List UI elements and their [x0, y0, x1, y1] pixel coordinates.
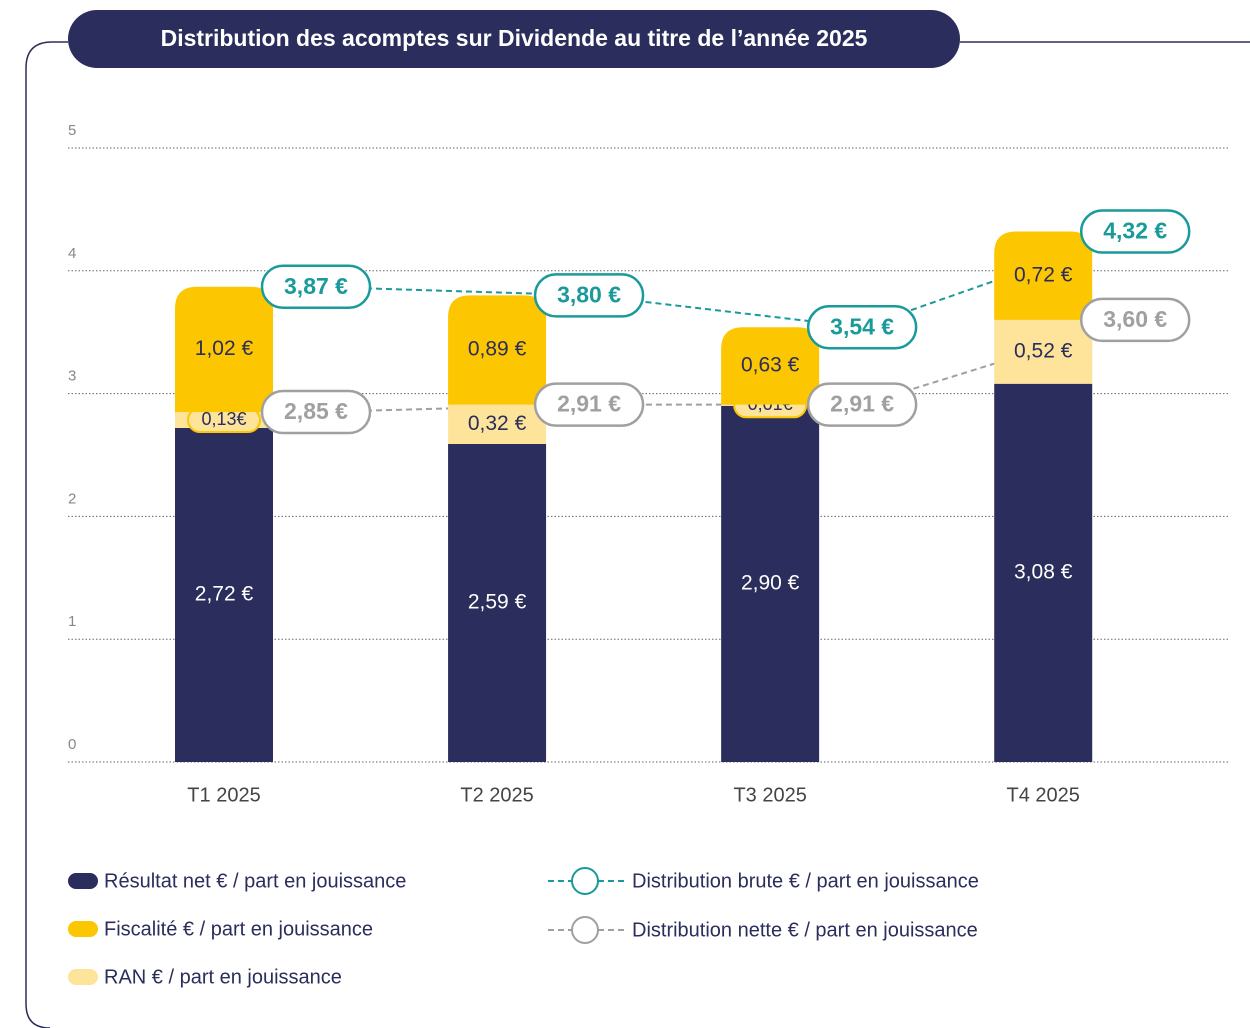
bar-segment: [994, 231, 1093, 320]
chart-title: Distribution des acomptes sur Dividende …: [161, 25, 868, 51]
y-tick-label: 0: [68, 736, 76, 753]
line-label: 2,91 €: [830, 391, 894, 417]
data-label: 1,02 €: [195, 337, 254, 360]
bar-segment: [448, 295, 547, 405]
data-label: 0,13€: [201, 409, 246, 429]
line-label: 3,54 €: [830, 313, 894, 339]
data-label: 2,72 €: [195, 583, 254, 606]
y-tick-label: 1: [68, 613, 76, 630]
legend-swatch: [68, 873, 98, 889]
line-point-label: [533, 382, 645, 427]
x-tick-label: T4 2025: [1007, 784, 1080, 806]
bar-segment: [994, 319, 1093, 384]
x-tick-label: T1 2025: [187, 784, 260, 806]
line-point-label: [260, 264, 372, 310]
legend-marker: [571, 867, 599, 895]
y-tick-label: 5: [68, 122, 76, 139]
bar-segment: [448, 443, 547, 762]
data-label: 2,90 €: [741, 571, 800, 594]
data-label: 3,08 €: [1014, 560, 1073, 583]
data-label: 0,72 €: [1014, 263, 1073, 286]
data-label: 0,32 €: [468, 412, 527, 435]
line-point-label: [1079, 209, 1191, 254]
frame: [25, 41, 1250, 1028]
data-label: 0,63 €: [741, 354, 800, 377]
data-label: 0,89 €: [468, 338, 527, 361]
line-point-label: [806, 382, 918, 427]
data-label: 0,52 €: [1014, 339, 1073, 362]
y-tick-label: 4: [68, 245, 76, 262]
line-label: 3,87 €: [284, 273, 348, 299]
line-point-label: [533, 273, 645, 318]
legend-swatch: [68, 921, 98, 937]
legend-label: Résultat net € / part en jouissance: [104, 870, 406, 892]
legend-label: Fiscalité € / part en jouissance: [104, 918, 373, 940]
x-tick-label: T3 2025: [733, 784, 806, 806]
legend-swatch: [68, 969, 98, 985]
y-tick-label: 3: [68, 368, 76, 385]
data-label: 2,59 €: [468, 591, 527, 614]
bar-segment: [994, 383, 1093, 762]
line-label: 2,91 €: [557, 391, 621, 417]
line-label: 4,32 €: [1103, 218, 1167, 244]
legend-label: RAN € / part en jouissance: [104, 966, 342, 988]
line-label: 3,80 €: [557, 281, 621, 307]
line-label: 3,60 €: [1103, 306, 1167, 332]
bar-segment: [448, 404, 547, 444]
title-pill: [68, 10, 960, 68]
bar-segment: [721, 405, 820, 762]
x-tick-label: T2 2025: [460, 784, 533, 806]
line-point-label: [260, 389, 372, 435]
line-point-label: [1079, 297, 1191, 343]
legend-marker: [571, 916, 599, 944]
line-label: 2,85 €: [284, 398, 348, 424]
bar-segment: [175, 427, 273, 762]
legend-label: Distribution brute € / part en jouissanc…: [632, 870, 979, 892]
bar-segment: [721, 327, 820, 405]
bar-segment: [175, 286, 273, 413]
y-tick-label: 2: [68, 490, 76, 507]
legend-label: Distribution nette € / part en jouissanc…: [632, 919, 978, 941]
line-point-label: [806, 305, 918, 350]
